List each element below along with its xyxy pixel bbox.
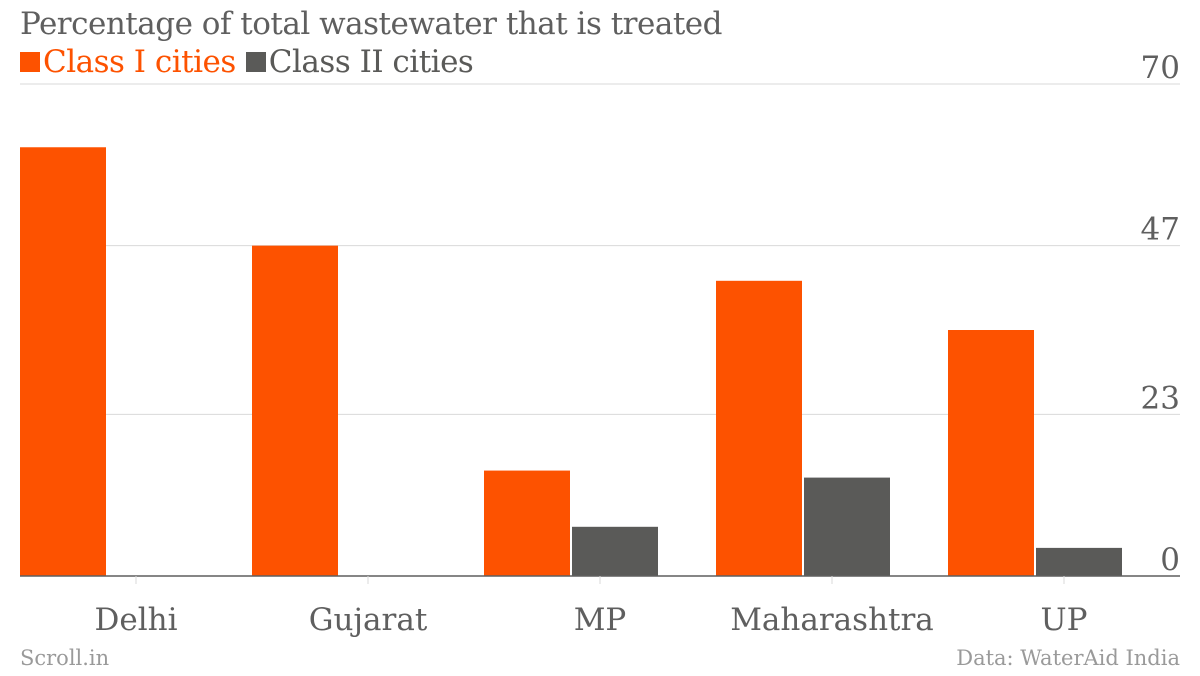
- bar-class2-up: [1036, 547, 1122, 576]
- bars: [20, 147, 1122, 576]
- bar-class1-gujarat: [252, 245, 338, 576]
- legend-item-class2: Class II cities: [245, 44, 474, 80]
- x-tick-label: UP: [1041, 602, 1088, 638]
- y-tick-label: 47: [1141, 212, 1180, 248]
- bar-class1-up: [948, 330, 1034, 576]
- legend-item-class1: Class I cities: [20, 44, 236, 80]
- x-tick-label: Maharashtra: [730, 602, 934, 638]
- chart-title: Percentage of total wastewater that is t…: [20, 6, 722, 42]
- axes: 0 23 47 70 Delhi Gujarat MP Maharashtra UP: [20, 50, 1180, 638]
- x-tick-label: Gujarat: [309, 602, 428, 638]
- bar-class1-delhi: [20, 147, 106, 576]
- y-tick-label: 0: [1160, 542, 1180, 578]
- bar-class1-mp: [484, 470, 570, 576]
- source-credit: Scroll.in: [20, 646, 110, 670]
- legend-label-class1: Class I cities: [43, 44, 236, 80]
- bar-class2-mp: [572, 526, 658, 576]
- bar-class2-maharashtra: [804, 477, 890, 576]
- y-tick-label: 23: [1141, 380, 1180, 416]
- x-tick-label: Delhi: [95, 602, 178, 638]
- bar-class1-maharashtra: [716, 280, 802, 576]
- x-tick-label: MP: [574, 602, 627, 638]
- data-source: Data: WaterAid India: [956, 646, 1180, 670]
- y-tick-label: 70: [1141, 50, 1180, 86]
- legend-label-class2: Class II cities: [268, 44, 474, 80]
- legend-swatch-class1: [20, 52, 40, 72]
- legend-swatch-class2: [245, 52, 266, 72]
- legend: Class I cities Class II cities: [20, 44, 483, 80]
